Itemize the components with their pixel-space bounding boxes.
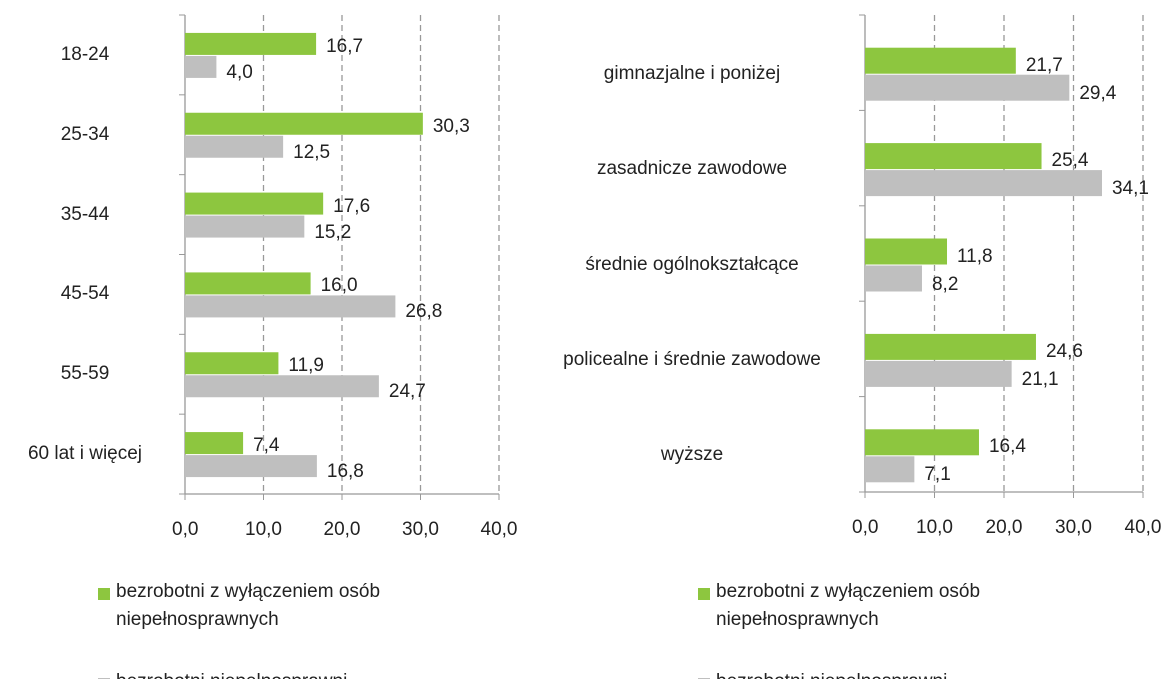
y-tick-label: 45-54	[60, 283, 110, 305]
bar	[865, 265, 922, 292]
value-label: 16,4	[988, 436, 1026, 458]
value-label: 7,4	[253, 435, 280, 457]
y-tick-label: wyższe	[660, 444, 724, 466]
bar	[865, 143, 1042, 170]
x-tick-label: 0,0	[172, 519, 199, 540]
y-tick-label: 35-44	[60, 203, 110, 225]
value-label: 16,7	[326, 35, 364, 57]
y-tick-label: 60 lat i więcej	[27, 443, 143, 465]
value-label: 21,1	[1021, 368, 1059, 390]
value-label: 16,0	[320, 275, 358, 297]
value-label: 24,7	[388, 381, 426, 403]
bar	[865, 238, 948, 265]
legend-label: bezrobotni z wyłączeniem osób niepełnosp…	[716, 581, 981, 630]
bar	[865, 429, 979, 456]
bar	[865, 333, 1036, 360]
y-tick-label: zasadnicze zawodowe	[596, 158, 788, 180]
x-tick-label: 10,0	[916, 517, 953, 538]
value-label: 17,6	[333, 195, 371, 217]
x-tick-label: 40,0	[480, 519, 518, 540]
bar	[865, 74, 1070, 101]
bar	[185, 192, 324, 215]
bar	[865, 170, 1102, 197]
bar	[185, 112, 423, 135]
value-label: 25,4	[1051, 150, 1089, 172]
legend-label: bezrobotni niepełnosprawni	[116, 668, 496, 679]
bar	[865, 360, 1012, 387]
x-tick-label: 40,0	[1124, 517, 1162, 538]
value-label: 26,8	[405, 301, 443, 323]
legend-swatch	[698, 588, 710, 600]
x-tick-label: 30,0	[402, 519, 439, 540]
y-tick-label: 25-34	[60, 123, 110, 145]
bar	[185, 135, 284, 158]
bar	[185, 352, 279, 375]
value-label: 8,2	[931, 273, 959, 295]
value-label: 16,8	[326, 461, 364, 483]
y-tick-label: średnie ogólnokształcące	[585, 253, 799, 275]
x-tick-label: 10,0	[245, 519, 282, 540]
legend-label: bezrobotni z wyłączeniem osób niepełnosp…	[116, 581, 381, 630]
value-label: 15,2	[314, 221, 352, 243]
value-label: 12,5	[293, 141, 331, 163]
legend-swatch	[98, 588, 110, 600]
value-label: 24,6	[1045, 340, 1083, 362]
value-label: 11,9	[288, 355, 324, 377]
x-tick-label: 20,0	[985, 517, 1023, 538]
bar	[185, 375, 379, 398]
x-tick-label: 0,0	[852, 517, 879, 538]
value-label: 11,8	[957, 245, 993, 267]
y-tick-label: policealne i średnie zawodowe	[563, 348, 821, 370]
bar	[185, 272, 311, 295]
bar	[185, 55, 217, 78]
x-tick-label: 30,0	[1055, 517, 1092, 538]
y-tick-label: gimnazjalne i poniżej	[603, 62, 781, 84]
value-label: 21,7	[1025, 54, 1063, 76]
bar	[185, 432, 244, 455]
value-label: 7,1	[924, 464, 951, 486]
x-tick-label: 20,0	[323, 519, 361, 540]
bar	[185, 32, 317, 55]
y-tick-label: 18-24	[60, 43, 110, 65]
value-label: 34,1	[1111, 178, 1149, 200]
value-label: 29,4	[1079, 82, 1117, 104]
bar	[185, 455, 317, 478]
legend-label: bezrobotni niepełnosprawni	[716, 668, 1116, 679]
bar	[185, 295, 396, 318]
bar	[865, 47, 1016, 74]
bar	[185, 215, 305, 238]
value-label: 4,0	[226, 61, 253, 83]
y-tick-label: 55-59	[60, 363, 110, 385]
bar	[865, 456, 915, 483]
value-label: 30,3	[432, 115, 470, 137]
